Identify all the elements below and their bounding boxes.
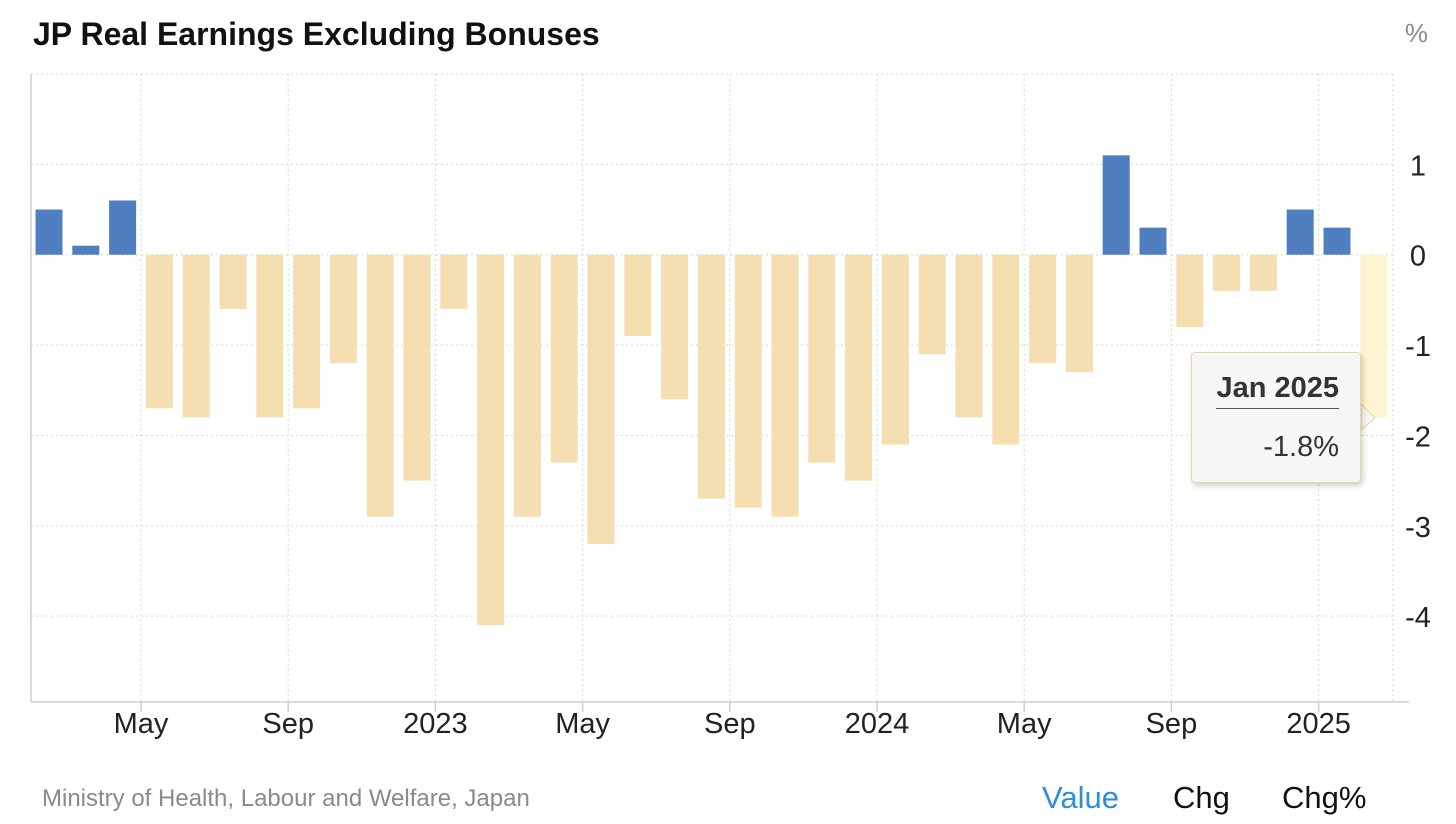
bar[interactable] — [845, 254, 873, 481]
bar[interactable] — [550, 254, 578, 463]
bars[interactable] — [35, 155, 1388, 626]
bar[interactable] — [35, 209, 63, 255]
tab-chg-percent[interactable]: Chg% — [1282, 780, 1367, 815]
unit-label: % — [1404, 18, 1428, 48]
bar[interactable] — [992, 254, 1020, 445]
source-label: Ministry of Health, Labour and Welfare, … — [42, 785, 530, 812]
y-tick-label: 1 — [1410, 150, 1426, 182]
bar-chart[interactable]: 1 0 -1 -2 -3 -4 May Sep 2023 May Sep 2024 May Sep 2025 — [0, 0, 1456, 780]
bar[interactable] — [72, 245, 100, 255]
bar[interactable] — [918, 254, 946, 355]
bar[interactable] — [293, 254, 321, 409]
x-tick-label: Sep — [1146, 708, 1198, 740]
y-tick-label: -4 — [1405, 602, 1431, 634]
tooltip-pointer — [1360, 402, 1376, 432]
y-tick-label: -2 — [1405, 421, 1431, 453]
bar[interactable] — [109, 200, 137, 255]
bar[interactable] — [1213, 254, 1241, 291]
bar[interactable] — [1360, 254, 1388, 418]
tick-labels: 1 0 -1 -2 -3 -4 May Sep 2023 May Sep 2024 May Sep 2025 — [114, 150, 1431, 740]
bar[interactable] — [624, 254, 652, 337]
bar[interactable] — [587, 254, 615, 544]
x-tick-label: May — [555, 708, 610, 740]
bar[interactable] — [145, 254, 173, 409]
x-tick-label: 2025 — [1286, 708, 1351, 740]
tooltip-value: -1.8% — [1263, 431, 1339, 463]
bar[interactable] — [366, 254, 394, 517]
bar[interactable] — [440, 254, 468, 309]
bar[interactable] — [403, 254, 431, 481]
bar[interactable] — [955, 254, 983, 418]
bar[interactable] — [1029, 254, 1057, 364]
bar[interactable] — [1323, 227, 1351, 255]
x-tick-label: 2024 — [845, 708, 910, 740]
bar[interactable] — [661, 254, 689, 400]
tab-chg[interactable]: Chg — [1173, 780, 1230, 815]
chart-tooltip: Jan 2025 -1.8% — [1191, 352, 1361, 483]
bar[interactable] — [808, 254, 836, 463]
tooltip-date: Jan 2025 — [1216, 372, 1339, 409]
bar[interactable] — [1065, 254, 1093, 373]
axes — [30, 74, 1409, 712]
y-tick-label: 0 — [1410, 241, 1426, 273]
bar[interactable] — [256, 254, 284, 418]
y-tick-label: -1 — [1405, 331, 1431, 363]
bar[interactable] — [881, 254, 909, 445]
bar[interactable] — [1249, 254, 1277, 291]
chart-title: JP Real Earnings Excluding Bonuses — [33, 16, 600, 52]
x-tick-label: Sep — [262, 708, 314, 740]
bar[interactable] — [734, 254, 762, 508]
bar[interactable] — [219, 254, 247, 309]
x-tick-label: Sep — [704, 708, 756, 740]
x-tick-label: May — [114, 708, 169, 740]
bar[interactable] — [697, 254, 725, 499]
x-tick-label: 2023 — [403, 708, 468, 740]
bar[interactable] — [1102, 155, 1130, 255]
tab-value[interactable]: Value — [1042, 780, 1119, 815]
bar[interactable] — [1139, 227, 1167, 255]
y-tick-label: -3 — [1405, 512, 1431, 544]
x-tick-label: May — [997, 708, 1052, 740]
bar[interactable] — [1286, 209, 1314, 255]
bar[interactable] — [1176, 254, 1204, 328]
bar[interactable] — [329, 254, 357, 364]
bar[interactable] — [477, 254, 505, 626]
bar[interactable] — [513, 254, 541, 517]
bar[interactable] — [182, 254, 210, 418]
bar[interactable] — [771, 254, 799, 517]
